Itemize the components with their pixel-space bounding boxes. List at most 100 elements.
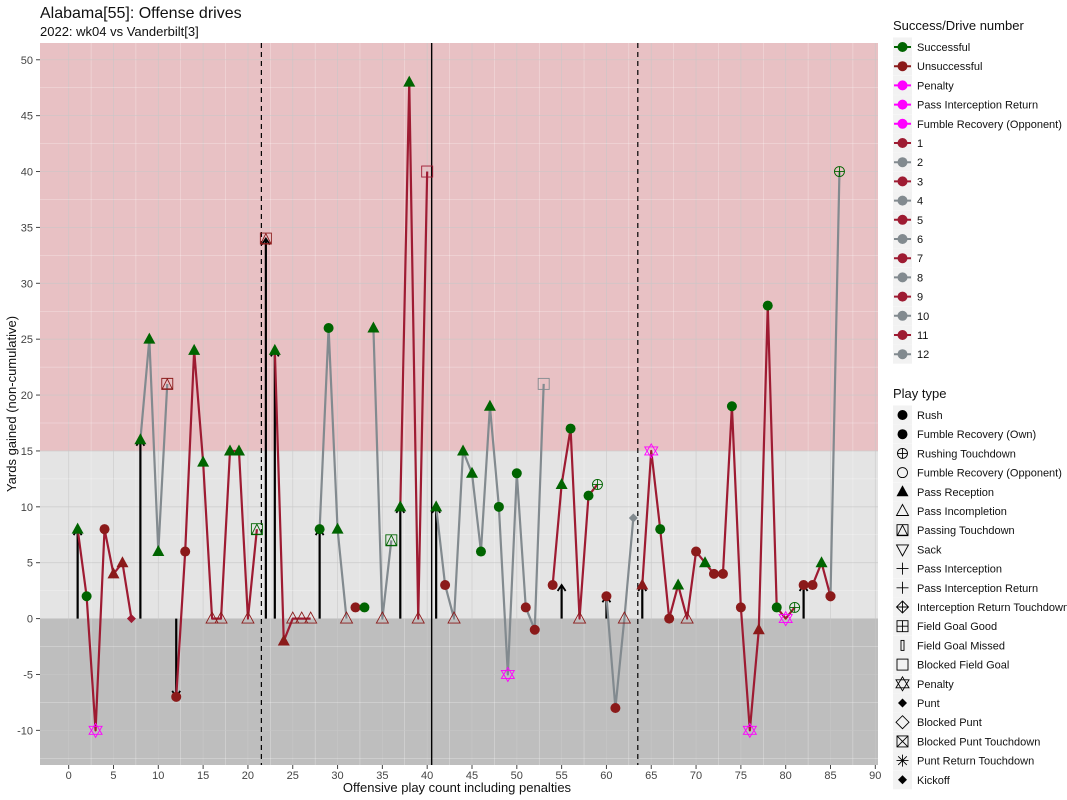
data-point bbox=[143, 332, 156, 344]
x-tick-label: 85 bbox=[824, 770, 836, 782]
data-point bbox=[726, 401, 737, 412]
legend-key-dot bbox=[897, 349, 908, 360]
data-point bbox=[323, 323, 334, 333]
legend-success-label: Pass Interception Return bbox=[917, 100, 1038, 112]
legend-playtype-marker bbox=[895, 544, 910, 557]
drive-line bbox=[399, 81, 429, 620]
legend-success-label: 11 bbox=[917, 330, 928, 342]
y-tick-label: 15 bbox=[21, 446, 33, 458]
data-point bbox=[303, 611, 318, 624]
legend-playtype-label: Rush bbox=[917, 410, 943, 422]
legend-playtype-marker bbox=[896, 658, 909, 671]
legend-playtype-marker bbox=[896, 620, 909, 633]
data-point bbox=[339, 611, 354, 624]
legend-playtype-label: Penalty bbox=[917, 679, 954, 691]
y-tick-label: 50 bbox=[21, 55, 33, 67]
data-point bbox=[475, 546, 486, 557]
drive-line bbox=[829, 171, 841, 597]
data-point bbox=[762, 300, 773, 311]
data-point bbox=[421, 165, 434, 178]
data-point bbox=[314, 524, 325, 535]
legend-playtype-label: Fumble Recovery (Own) bbox=[917, 429, 1036, 441]
legend-playtype-label: Passing Touchdown bbox=[917, 525, 1015, 537]
y-tick-label: -5 bbox=[23, 669, 33, 681]
data-point bbox=[285, 611, 300, 624]
data-point bbox=[617, 611, 632, 624]
x-tick-label: 70 bbox=[690, 770, 702, 782]
legend-playtype-marker bbox=[896, 735, 909, 748]
x-tick-label: 0 bbox=[66, 770, 72, 782]
data-point bbox=[71, 522, 84, 534]
legend-playtype-label: Sack bbox=[917, 544, 942, 556]
legend-playtype-label: Fumble Recovery (Opponent) bbox=[917, 468, 1062, 480]
drive-line bbox=[605, 517, 635, 710]
x-tick-label: 60 bbox=[600, 770, 612, 782]
x-tick-label: 20 bbox=[242, 770, 254, 782]
legend-playtype-marker bbox=[898, 698, 907, 708]
x-tick-label: 50 bbox=[511, 770, 523, 782]
data-point bbox=[547, 580, 558, 591]
y-tick-label: 20 bbox=[21, 390, 33, 402]
legend-playtype-marker bbox=[897, 448, 908, 459]
legend-playtype-label: Pass Reception bbox=[917, 487, 994, 499]
legend-playtype-label: Field Goal Missed bbox=[917, 640, 1005, 652]
data-point bbox=[81, 591, 92, 602]
data-point bbox=[394, 500, 407, 512]
data-point bbox=[771, 602, 782, 613]
legend-playtype-label: Pass Incompletion bbox=[917, 506, 1007, 518]
legend-success-label: Penalty bbox=[917, 80, 954, 92]
data-point bbox=[691, 546, 702, 557]
data-point bbox=[807, 580, 818, 591]
x-tick-label: 90 bbox=[869, 770, 881, 782]
data-point bbox=[107, 567, 120, 579]
x-tick-label: 10 bbox=[152, 770, 164, 782]
data-point bbox=[161, 377, 174, 390]
x-axis-label: Offensive play count including penalties bbox=[343, 780, 572, 795]
legend-success-label: 5 bbox=[917, 215, 923, 227]
legend-key-dot bbox=[897, 42, 908, 52]
legend-key-dot bbox=[897, 118, 908, 129]
legend-playtype-label: Interception Return Touchdown bbox=[917, 602, 1067, 614]
x-tick-label: 65 bbox=[645, 770, 657, 782]
data-point bbox=[440, 580, 451, 591]
data-point bbox=[664, 613, 675, 624]
legend-success-label: 12 bbox=[917, 349, 929, 361]
data-point bbox=[555, 477, 568, 489]
drive-arrow-head bbox=[556, 583, 567, 592]
y-tick-label: 40 bbox=[21, 167, 33, 179]
legend-success-label: Successful bbox=[917, 42, 970, 54]
y-tick-label: 10 bbox=[21, 502, 33, 514]
data-point bbox=[367, 321, 380, 333]
data-point bbox=[537, 377, 550, 390]
data-point bbox=[708, 568, 719, 579]
zone-band bbox=[40, 43, 878, 451]
legend-success-label: 1 bbox=[917, 138, 923, 150]
data-point bbox=[592, 479, 603, 490]
x-tick-label: 45 bbox=[466, 770, 478, 782]
data-point bbox=[197, 455, 210, 467]
data-point bbox=[411, 611, 425, 624]
y-tick-label: 45 bbox=[21, 111, 33, 123]
data-point bbox=[385, 534, 398, 547]
data-point bbox=[752, 623, 765, 635]
data-point bbox=[375, 611, 390, 624]
data-point bbox=[294, 611, 309, 624]
legend-success-label: 7 bbox=[917, 253, 923, 265]
drive-line bbox=[372, 327, 393, 620]
data-point bbox=[583, 490, 594, 501]
legend-playtype-title: Play type bbox=[893, 386, 946, 401]
data-point bbox=[529, 624, 540, 635]
data-point bbox=[778, 610, 793, 627]
legend-playtype-label: Pass Interception Return bbox=[917, 583, 1038, 595]
chart-subtitle: 2022: wk04 vs Vanderbilt[3] bbox=[40, 24, 199, 39]
legend-playtype-label: Blocked Punt bbox=[917, 717, 982, 729]
data-point bbox=[152, 545, 165, 557]
data-point bbox=[205, 611, 219, 624]
legend-success-label: Fumble Recovery (Opponent) bbox=[917, 119, 1062, 131]
legend-key-dot bbox=[897, 272, 908, 283]
drive-line bbox=[175, 349, 258, 697]
data-point bbox=[680, 611, 694, 624]
data-point bbox=[815, 556, 828, 568]
data-point bbox=[259, 232, 272, 245]
